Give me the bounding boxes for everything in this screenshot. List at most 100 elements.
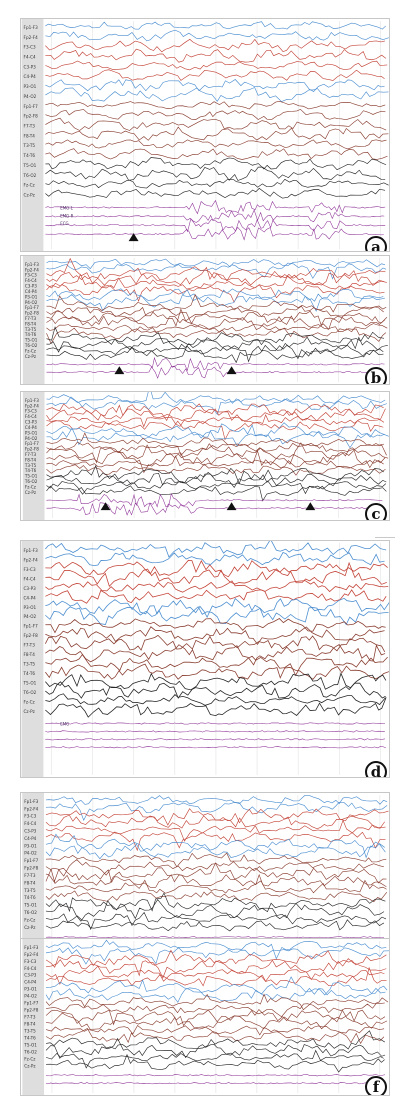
panel-label-f: f — [365, 1076, 387, 1095]
eeg-channel-trace — [45, 1028, 385, 1045]
eeg-channel-trace — [45, 178, 389, 189]
eeg-channel-trace — [45, 29, 389, 42]
eeg-channel-trace — [44, 634, 386, 653]
eeg-channel-trace — [45, 890, 388, 903]
eeg-channel-trace — [45, 643, 386, 666]
eeg-traces-a: Fp1-F3 Fp2-F4 F3-C3 F4-C4 C3-P3 C4-P4 P3-O1 P4-… — [21, 19, 389, 251]
eeg-channel-trace — [46, 392, 386, 404]
eeg-channel-trace — [45, 841, 386, 860]
eeg-channel-trace — [45, 38, 386, 53]
emg-channel-trace — [45, 730, 385, 733]
channel-label: Fp1-F3 — [25, 398, 39, 403]
eeg-panel-a: Fp1-F3 Fp2-F4 F3-C3 F4-C4 C3-P3 C4-P4 P3-O1 P4-… — [20, 18, 390, 252]
channel-label: C4-P4 — [24, 595, 37, 600]
channel-label: Fp2-F4 — [24, 557, 39, 562]
eeg-channel-trace — [45, 626, 385, 646]
channel-label: Cz-Pz — [25, 490, 36, 495]
channel-label: P4-O2 — [24, 94, 37, 99]
channel-label: C3-P3 — [25, 284, 37, 289]
eeg-channel-trace — [45, 108, 386, 120]
panel-label-b: b — [365, 367, 387, 384]
channel-label: Fz-Cz — [24, 1056, 35, 1061]
emg-channel-trace — [46, 356, 385, 372]
channel-label: Fp1-F3 — [24, 799, 38, 804]
aux-channel-label: EMG-L — [60, 205, 73, 210]
eeg-channel-trace — [45, 697, 387, 718]
channel-label: F3-C3 — [24, 814, 36, 819]
channel-label: P3-O1 — [25, 430, 38, 435]
eeg-channel-trace — [45, 859, 384, 877]
eeg-channel-trace — [45, 100, 386, 110]
eeg-channel-trace — [45, 126, 389, 141]
eeg-channel-trace — [46, 1009, 388, 1030]
eeg-channel-trace — [45, 653, 388, 677]
channel-label-column — [22, 392, 45, 520]
channel-label: T5-O1 — [24, 338, 38, 343]
channel-label: P3-O1 — [25, 294, 38, 299]
channel-label: Cz-Pz — [24, 1063, 35, 1068]
channel-label: Fp1-F3 — [24, 25, 39, 30]
channel-label: C3-P3 — [25, 420, 37, 425]
eeg-channel-trace — [46, 336, 388, 353]
channel-label: T6-O2 — [24, 343, 38, 348]
channel-label: F3-C3 — [24, 567, 36, 572]
channel-label: F8-T4 — [25, 321, 37, 326]
eeg-panel-b: Fp1-F3 Fp2-F4 F3-C3 F4-C4 C3-P3 C4-P4 P3-O1 P4-… — [20, 255, 390, 385]
emg-channel-trace — [45, 1074, 386, 1077]
eeg-channel-trace — [45, 868, 387, 888]
channel-label: C3-P3 — [24, 829, 36, 834]
panel-label-d: d — [365, 761, 387, 777]
channel-label: F8-T4 — [24, 880, 36, 885]
channel-label: P3-O1 — [24, 605, 37, 610]
eeg-channel-trace — [45, 87, 389, 102]
channel-label: Fp2-F8 — [24, 866, 38, 871]
eeg-channel-trace — [46, 472, 387, 488]
eeg-channel-trace — [45, 892, 386, 913]
channel-label: F3-C3 — [25, 273, 37, 278]
eeg-channel-trace — [45, 814, 385, 830]
eeg-channel-trace — [45, 966, 387, 987]
eeg-panel-e: Fp1-F3 Fp2-F4 F3-C3 F4-C4 C3-P3 C4-P4 P3-O1 P4-… — [20, 792, 390, 958]
aux-channel-label: ECG — [60, 221, 68, 226]
eeg-traces-b: Fp1-F3Fp2-F4F3-C3F4-C4C3-P3C4-P4P3-O1P4-… — [22, 256, 388, 384]
channel-label: Fp1-F3 — [25, 262, 39, 267]
eeg-channel-trace — [46, 284, 385, 303]
eeg-channel-trace — [46, 455, 384, 474]
eeg-panel-d: Fp1-F3 Fp2-F4 F3-C3 F4-C4 C3-P3 C4-P4 P3-O1 P4-… — [20, 540, 390, 778]
eeg-channel-trace — [45, 580, 389, 593]
eeg-channel-trace — [45, 965, 385, 985]
panel-label-c: c — [365, 503, 387, 520]
eeg-channel-trace — [46, 441, 385, 457]
triangle-marker-icon — [128, 233, 139, 242]
channel-label: F4-C4 — [25, 278, 37, 283]
channel-label: T5-O1 — [23, 681, 37, 686]
channel-label: Fp1-F3 — [24, 945, 38, 950]
eeg-channel-trace — [45, 681, 386, 699]
channel-label: P4-O2 — [24, 851, 37, 856]
channel-label: Fp2-F4 — [24, 952, 38, 957]
eeg-channel-trace — [45, 597, 389, 619]
eeg-channel-trace — [46, 308, 388, 327]
eeg-channel-trace — [45, 69, 385, 81]
eeg-channel-trace — [46, 257, 386, 284]
eeg-channel-trace — [45, 148, 388, 160]
eeg-channel-trace — [45, 79, 385, 92]
channel-label: Cz-Pz — [24, 193, 35, 198]
channel-label: F8-T4 — [24, 652, 36, 657]
channel-label: Fz-Cz — [24, 183, 35, 188]
channel-label: C4-P4 — [24, 74, 37, 79]
eeg-channel-trace — [45, 808, 389, 826]
eeg-channel-trace — [45, 117, 387, 131]
eeg-channel-trace — [45, 899, 385, 922]
channel-label: T6-O2 — [23, 690, 37, 695]
channel-label: Fp2-F8 — [24, 1008, 38, 1013]
eeg-channel-trace — [46, 442, 389, 465]
channel-label: Cz-Pz — [24, 709, 35, 714]
channel-label: F7-T3 — [25, 316, 37, 321]
channel-label: Fp2-F4 — [24, 35, 39, 40]
eeg-channel-trace — [46, 408, 385, 423]
channel-label-column — [22, 256, 45, 384]
channel-label: F4-C4 — [24, 821, 36, 826]
eeg-channel-trace — [45, 947, 389, 965]
eeg-channel-trace — [46, 396, 387, 416]
